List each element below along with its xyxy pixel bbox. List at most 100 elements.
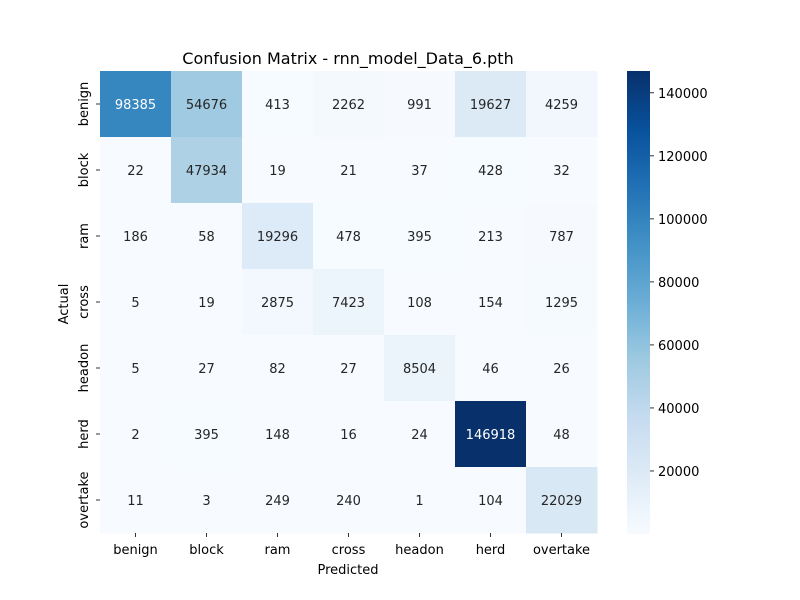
y-axis-ticks: benign block ram cross headon herd overtake (77, 82, 100, 529)
x-tick-label: herd (476, 543, 506, 558)
heatmap-cell (242, 203, 314, 270)
heatmap-cell (242, 467, 314, 534)
cell-value-label: 240 (336, 494, 361, 509)
cell-value-label: 5 (131, 362, 139, 377)
cell-value-label: 46 (482, 362, 499, 377)
cell-value-label: 19296 (257, 230, 298, 245)
heatmap-cell (100, 335, 172, 402)
heatmap-cell (384, 401, 456, 468)
cell-value-label: 22 (127, 164, 144, 179)
x-axis-label: Predicted (317, 563, 378, 578)
cell-value-label: 16 (340, 428, 357, 443)
heatmap-cell (313, 467, 385, 534)
x-tick-label: overtake (533, 543, 590, 558)
cell-value-label: 19627 (470, 98, 511, 113)
colorbar-tick-label: 20000 (658, 465, 699, 480)
cell-value-label: 249 (265, 494, 290, 509)
cell-value-label: 4259 (545, 98, 578, 113)
y-tick-label: ram (77, 223, 92, 249)
colorbar-tick-label: 100000 (658, 213, 708, 228)
cell-value-label: 27 (198, 362, 215, 377)
cell-value-label: 213 (478, 230, 503, 245)
heatmap-cell (313, 335, 385, 402)
colorbar-tick-label: 60000 (658, 339, 699, 354)
x-axis-ticks: benign block ram cross headon herd overtake (113, 533, 590, 558)
heatmap-cell (384, 269, 456, 336)
cell-value-label: 21 (340, 164, 357, 179)
y-tick-label: headon (77, 344, 92, 393)
cell-value-label: 82 (269, 362, 286, 377)
heatmap-cell (100, 269, 172, 336)
x-tick-label: ram (265, 543, 291, 558)
heatmap-cell (455, 467, 527, 534)
heatmap-cell (100, 71, 172, 138)
y-tick-label: block (77, 152, 92, 187)
heatmap-cell (526, 137, 598, 204)
heatmap-cell (171, 335, 243, 402)
cell-value-label: 104 (478, 494, 503, 509)
cell-value-label: 5 (131, 296, 139, 311)
heatmap-cell (384, 203, 456, 270)
heatmap-cell (171, 71, 243, 138)
heatmap-cell (526, 269, 598, 336)
cell-value-label: 146918 (466, 428, 516, 443)
heatmap-cell (384, 137, 456, 204)
cell-value-label: 32 (553, 164, 570, 179)
heatmap-cell (526, 71, 598, 138)
cell-value-label: 1295 (545, 296, 578, 311)
cell-value-label: 1 (415, 494, 423, 509)
cell-value-label: 26 (553, 362, 570, 377)
y-axis-label: Actual (57, 284, 72, 325)
cell-value-label: 58 (198, 230, 215, 245)
heatmap-cell (242, 137, 314, 204)
heatmap-cell (171, 467, 243, 534)
cell-value-label: 478 (336, 230, 361, 245)
y-tick-label: overtake (77, 471, 92, 528)
cell-value-label: 148 (265, 428, 290, 443)
cell-value-label: 54676 (186, 98, 227, 113)
heatmap-cell (455, 137, 527, 204)
cell-value-label: 787 (549, 230, 574, 245)
cell-value-label: 3 (202, 494, 210, 509)
heatmap-cell (455, 269, 527, 336)
heatmap-cell (455, 71, 527, 138)
heatmap-cell (171, 269, 243, 336)
cell-value-label: 48 (553, 428, 570, 443)
heatmap-cell (242, 269, 314, 336)
cell-value-label: 24 (411, 428, 428, 443)
cell-value-label: 19 (269, 164, 286, 179)
colorbar-ticks: 20000 40000 60000 80000 100000 120000 140000 (650, 87, 708, 480)
heatmap-cell (384, 335, 456, 402)
cell-value-label: 7423 (332, 296, 365, 311)
heatmap-cell (313, 71, 385, 138)
heatmap-cell (526, 467, 598, 534)
y-tick-label: herd (77, 419, 92, 449)
cell-value-label: 8504 (403, 362, 436, 377)
cell-value-label: 395 (407, 230, 432, 245)
heatmap-cell (313, 137, 385, 204)
cell-value-label: 11 (127, 494, 144, 509)
heatmap-cell (242, 335, 314, 402)
heatmap-cell (526, 401, 598, 468)
cell-value-label: 395 (194, 428, 219, 443)
y-tick-label: benign (77, 82, 92, 127)
heatmap-cell (171, 137, 243, 204)
cell-value-label: 2 (131, 428, 139, 443)
heatmap-cell (242, 401, 314, 468)
x-tick-label: cross (332, 543, 366, 558)
heatmap-cell (313, 269, 385, 336)
heatmap-cell (100, 401, 172, 468)
colorbar-tick-label: 140000 (658, 87, 708, 102)
cell-value-label: 2262 (332, 98, 365, 113)
heatmap-cell (313, 203, 385, 270)
heatmap-cell (242, 71, 314, 138)
heatmap-cell (455, 203, 527, 270)
cell-value-label: 98385 (115, 98, 156, 113)
cell-value-label: 413 (265, 98, 290, 113)
heatmap-cell (171, 203, 243, 270)
cell-value-label: 2875 (261, 296, 294, 311)
heatmap-cell (100, 467, 172, 534)
heatmap-cell (384, 71, 456, 138)
heatmap-cell (100, 137, 172, 204)
heatmap-cell (455, 401, 527, 468)
